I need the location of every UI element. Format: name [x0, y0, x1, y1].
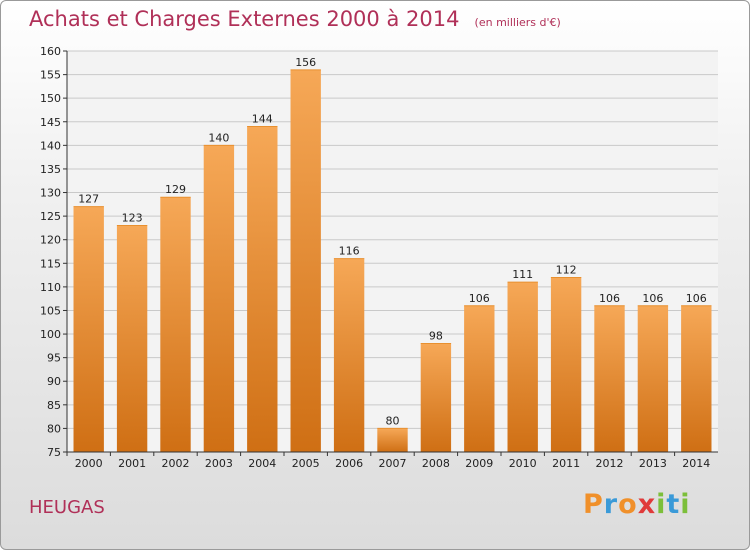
- bar: [681, 305, 712, 452]
- data-label: 80: [386, 414, 400, 427]
- logo-letter: r: [603, 489, 619, 520]
- y-tick-label: 75: [47, 446, 61, 459]
- proxiti-logo: Proxiti: [583, 489, 691, 520]
- data-label: 144: [252, 112, 273, 125]
- data-label: 98: [429, 329, 443, 342]
- x-tick-label: 2003: [205, 457, 233, 470]
- bar: [637, 305, 669, 452]
- bar: [507, 282, 538, 452]
- y-tick-label: 90: [47, 375, 61, 388]
- data-label: 106: [642, 292, 663, 305]
- y-tick-label: 115: [40, 257, 61, 270]
- x-tick-label: 2013: [639, 457, 667, 470]
- data-label: 112: [556, 263, 577, 276]
- data-label: 111: [512, 268, 533, 281]
- y-tick-label: 135: [40, 163, 61, 176]
- bar: [464, 305, 495, 452]
- x-tick-label: 2012: [596, 457, 624, 470]
- data-label: 127: [78, 193, 99, 206]
- commune-name: HEUGAS: [29, 497, 105, 518]
- logo-letter: o: [618, 489, 638, 520]
- x-tick-label: 2008: [422, 457, 450, 470]
- bar: [333, 258, 365, 452]
- data-label: 106: [686, 292, 707, 305]
- chart-title: Achats et Charges Externes 2000 à 2014 (…: [29, 7, 561, 31]
- bar: [594, 305, 625, 452]
- y-tick-label: 105: [40, 304, 61, 317]
- logo-letter: i: [680, 489, 691, 520]
- y-tick-label: 145: [40, 116, 61, 129]
- bar: [116, 225, 148, 452]
- y-tick-label: 80: [47, 422, 61, 435]
- y-tick-label: 130: [40, 187, 61, 200]
- data-label: 156: [295, 56, 316, 69]
- y-tick-label: 160: [40, 45, 61, 58]
- y-tick-label: 100: [40, 328, 61, 341]
- bar: [420, 343, 452, 452]
- x-tick-label: 2010: [509, 457, 537, 470]
- data-label: 123: [122, 212, 143, 225]
- y-tick-label: 110: [40, 281, 61, 294]
- x-tick-label: 2000: [75, 457, 103, 470]
- y-tick-label: 125: [40, 210, 61, 223]
- y-tick-label: 120: [40, 234, 61, 247]
- data-label: 140: [208, 131, 229, 144]
- x-tick-label: 2011: [552, 457, 580, 470]
- data-label: 129: [165, 183, 186, 196]
- y-tick-label: 85: [47, 399, 61, 412]
- x-tick-label: 2001: [118, 457, 146, 470]
- bar: [290, 69, 321, 452]
- data-label: 116: [339, 245, 360, 258]
- logo-letter: x: [637, 489, 657, 520]
- y-tick-label: 140: [40, 139, 61, 152]
- logo-letter: i: [656, 489, 667, 520]
- bar: [160, 197, 191, 452]
- data-label: 106: [599, 292, 620, 305]
- x-tick-label: 2009: [465, 457, 493, 470]
- bar: [203, 145, 235, 452]
- y-tick-label: 150: [40, 92, 61, 105]
- logo-letter: P: [583, 489, 604, 520]
- bar: [377, 428, 408, 452]
- x-tick-label: 2004: [248, 457, 276, 470]
- y-tick-label: 155: [40, 69, 61, 82]
- x-tick-label: 2006: [335, 457, 363, 470]
- chart-title-unit: (en milliers d'€): [474, 16, 561, 29]
- x-tick-label: 2007: [379, 457, 407, 470]
- bar: [73, 206, 104, 452]
- chart-title-main: Achats et Charges Externes 2000 à 2014: [29, 7, 460, 31]
- x-tick-label: 2014: [682, 457, 710, 470]
- data-label: 106: [469, 292, 490, 305]
- logo-letter: t: [666, 489, 681, 520]
- x-tick-label: 2002: [162, 457, 190, 470]
- y-tick-label: 95: [47, 352, 61, 365]
- bar: [247, 126, 278, 452]
- x-tick-label: 2005: [292, 457, 320, 470]
- bar: [550, 277, 582, 452]
